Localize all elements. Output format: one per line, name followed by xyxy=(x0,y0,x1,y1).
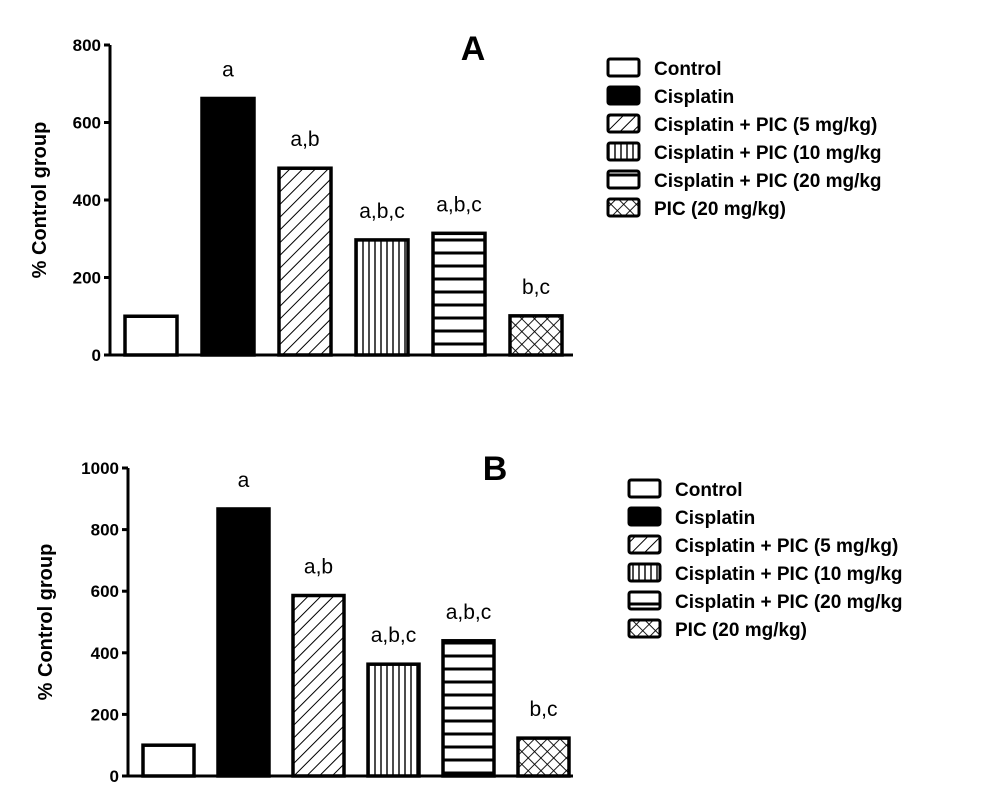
legend-swatch-5 xyxy=(627,590,662,611)
bar-3 xyxy=(277,166,333,357)
legend-swatch-3 xyxy=(627,534,662,555)
bar-5 xyxy=(441,639,496,778)
legend-swatch-6 xyxy=(606,197,641,218)
bar-5 xyxy=(431,231,487,357)
y-axis-label: % Control group xyxy=(35,544,57,701)
legend-label: Control xyxy=(675,480,743,501)
y-tick-label: 800 xyxy=(91,521,119,540)
bar-annotation: a,b,c xyxy=(371,624,417,647)
legend-swatch-1 xyxy=(627,478,662,499)
y-tick-label: 600 xyxy=(91,582,119,601)
legend-label: Cisplatin + PIC (5 mg/kg) xyxy=(675,536,898,557)
panel-title: B xyxy=(483,450,508,488)
bar-annotation: b,c xyxy=(522,276,550,299)
bar-annotation: b,c xyxy=(529,698,557,721)
y-tick-label: 400 xyxy=(73,191,101,210)
bar-6 xyxy=(516,736,571,778)
y-tick-label: 200 xyxy=(91,705,119,724)
bar-1 xyxy=(141,743,196,778)
legend-swatch-5 xyxy=(606,169,641,190)
bar-6 xyxy=(508,314,564,357)
bar-annotation: a xyxy=(222,58,234,81)
y-tick-label: 800 xyxy=(73,36,101,55)
bar-annotation: a,b xyxy=(304,556,333,579)
bar-annotation: a,b xyxy=(290,128,319,151)
bar-annotation: a,b,c xyxy=(446,601,492,624)
legend-label: PIC (20 mg/kg) xyxy=(675,620,807,641)
legend-label: Cisplatin + PIC (10 mg/kg xyxy=(654,143,882,164)
y-tick-label: 200 xyxy=(73,269,101,288)
legend-label: Cisplatin + PIC (10 mg/kg xyxy=(675,564,903,585)
bar-4 xyxy=(366,662,421,778)
y-tick-label: 1000 xyxy=(81,459,119,478)
y-tick-label: 600 xyxy=(73,114,101,133)
legend-swatch-3 xyxy=(606,113,641,134)
legend-label: Control xyxy=(654,59,722,80)
chart-panel-a: 0 200 400 600 800 % Control group Aa a,b a,b,c a,… xyxy=(29,30,882,365)
y-axis-label: % Control group xyxy=(29,122,51,279)
bar-annotation: a,b,c xyxy=(359,200,405,223)
legend-swatch-4 xyxy=(627,562,662,583)
legend-swatch-2 xyxy=(606,85,641,106)
legend-label: Cisplatin + PIC (20 mg/kg xyxy=(654,171,882,192)
legend-label: Cisplatin xyxy=(675,508,755,529)
bar-annotation: a xyxy=(238,469,250,492)
y-tick-label: 0 xyxy=(92,346,101,365)
legend-label: PIC (20 mg/kg) xyxy=(654,199,786,220)
legend-label: Cisplatin + PIC (20 mg/kg xyxy=(675,592,903,613)
legend-swatch-4 xyxy=(606,141,641,162)
chart-panel-b: 0 200 400 600 800 1000 % Control group Ba a,b a,b… xyxy=(35,450,903,786)
panel-title: A xyxy=(461,30,486,68)
y-tick-label: 400 xyxy=(91,644,119,663)
legend-swatch-2 xyxy=(627,506,662,527)
legend-label: Cisplatin xyxy=(654,87,734,108)
bar-3 xyxy=(291,593,346,778)
bar-2 xyxy=(200,96,256,357)
bar-4 xyxy=(354,238,410,357)
bar-2 xyxy=(216,507,271,778)
legend-label: Cisplatin + PIC (5 mg/kg) xyxy=(654,115,877,136)
bar-1 xyxy=(123,314,179,357)
y-tick-label: 0 xyxy=(110,767,119,786)
legend-swatch-6 xyxy=(627,618,662,639)
legend-swatch-1 xyxy=(606,57,641,78)
bar-annotation: a,b,c xyxy=(436,193,482,216)
